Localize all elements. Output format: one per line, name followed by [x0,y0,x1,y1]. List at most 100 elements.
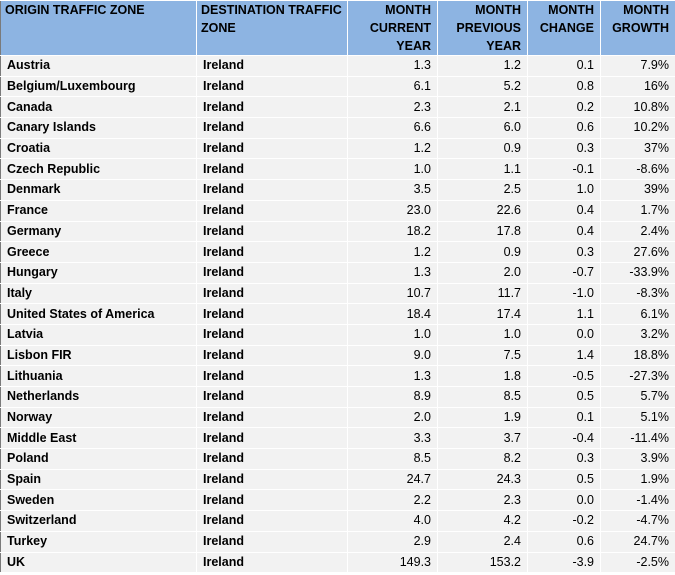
origin-cell: Canada [0,96,197,119]
current-year-cell: 3.5 [347,179,438,201]
header-row: ORIGIN TRAFFIC ZONE DESTINATION TRAFFIC … [0,0,675,56]
origin-cell: Lithuania [0,365,197,387]
header-month-current-year: MONTH CURRENT YEAR [347,0,438,56]
growth-cell: -8.6% [600,158,675,181]
table-row: Poland Ireland 8.5 8.2 0.3 3.9% [0,448,675,470]
origin-cell: Turkey [0,530,197,553]
destination-cell: Ireland [196,489,348,512]
growth-cell: 3.2% [600,323,675,346]
change-cell: 0.6 [527,530,601,553]
current-year-cell: 10.7 [347,282,438,305]
table-row: Italy Ireland 10.7 11.7 -1.0 -8.3% [0,282,675,305]
destination-cell: Ireland [196,365,348,387]
previous-year-cell: 1.0 [437,323,528,346]
table-row: Hungary Ireland 1.3 2.0 -0.7 -33.9% [0,261,675,284]
growth-cell: -8.3% [600,282,675,305]
current-year-cell: 149.3 [347,551,438,574]
change-cell: 1.0 [527,179,601,201]
origin-cell: Lisbon FIR [0,344,197,367]
previous-year-cell: 2.3 [437,489,528,512]
change-cell: 0.4 [527,220,601,243]
growth-cell: 10.2% [600,117,675,139]
growth-cell: -11.4% [600,427,675,450]
origin-cell: Germany [0,220,197,243]
destination-cell: Ireland [196,468,348,491]
previous-year-cell: 6.0 [437,117,528,139]
origin-cell: Netherlands [0,386,197,408]
origin-cell: Latvia [0,323,197,346]
destination-cell: Ireland [196,241,348,263]
origin-cell: Spain [0,468,197,491]
header-destination-traffic-zone: DESTINATION TRAFFIC ZONE [196,0,348,56]
growth-cell: 39% [600,179,675,201]
previous-year-cell: 8.5 [437,386,528,408]
current-year-cell: 1.2 [347,241,438,263]
destination-cell: Ireland [196,406,348,429]
origin-cell: Belgium/Luxembourg [0,75,197,98]
current-year-cell: 1.2 [347,137,438,160]
current-year-cell: 1.3 [347,365,438,387]
origin-cell: Switzerland [0,510,197,532]
current-year-cell: 3.3 [347,427,438,450]
change-cell: 0.0 [527,489,601,512]
previous-year-cell: 2.0 [437,261,528,284]
header-month-previous-year: MONTH PREVIOUS YEAR [437,0,528,56]
destination-cell: Ireland [196,510,348,532]
change-cell: 0.0 [527,323,601,346]
table-row: Norway Ireland 2.0 1.9 0.1 5.1% [0,406,675,429]
destination-cell: Ireland [196,179,348,201]
growth-cell: 10.8% [600,96,675,119]
change-cell: 1.1 [527,303,601,325]
destination-cell: Ireland [196,158,348,181]
change-cell: 0.3 [527,448,601,470]
destination-cell: Ireland [196,344,348,367]
current-year-cell: 2.9 [347,530,438,553]
table-row: Croatia Ireland 1.2 0.9 0.3 37% [0,137,675,160]
table-row: United States of America Ireland 18.4 17.4 1… [0,303,675,325]
change-cell: -0.5 [527,365,601,387]
change-cell: 0.3 [527,137,601,160]
origin-cell: UK [0,551,197,574]
current-year-cell: 2.3 [347,96,438,119]
table-row: UK Ireland 149.3 153.2 -3.9 -2.5% [0,551,675,574]
table-header: ORIGIN TRAFFIC ZONE DESTINATION TRAFFIC … [0,0,675,56]
table-row: Austria Ireland 1.3 1.2 0.1 7.9% [0,55,675,77]
origin-cell: Greece [0,241,197,263]
table-row: Middle East Ireland 3.3 3.7 -0.4 -11.4% [0,427,675,450]
previous-year-cell: 24.3 [437,468,528,491]
current-year-cell: 6.1 [347,75,438,98]
header-month-change: MONTH CHANGE [527,0,601,56]
origin-cell: United States of America [0,303,197,325]
table-row: Sweden Ireland 2.2 2.3 0.0 -1.4% [0,489,675,512]
growth-cell: 37% [600,137,675,160]
table-row: Netherlands Ireland 8.9 8.5 0.5 5.7% [0,386,675,408]
origin-cell: Hungary [0,261,197,284]
previous-year-cell: 17.8 [437,220,528,243]
change-cell: 0.2 [527,96,601,119]
change-cell: 1.4 [527,344,601,367]
origin-cell: Czech Republic [0,158,197,181]
current-year-cell: 18.2 [347,220,438,243]
growth-cell: -33.9% [600,261,675,284]
previous-year-cell: 1.1 [437,158,528,181]
growth-cell: 24.7% [600,530,675,553]
growth-cell: 16% [600,75,675,98]
origin-cell: Sweden [0,489,197,512]
growth-cell: 27.6% [600,241,675,263]
previous-year-cell: 2.4 [437,530,528,553]
current-year-cell: 1.3 [347,261,438,284]
change-cell: -0.1 [527,158,601,181]
change-cell: 0.5 [527,468,601,491]
header-month-growth: MONTH GROWTH [600,0,675,56]
change-cell: 0.5 [527,386,601,408]
previous-year-cell: 11.7 [437,282,528,305]
destination-cell: Ireland [196,96,348,119]
current-year-cell: 1.3 [347,55,438,77]
destination-cell: Ireland [196,199,348,222]
origin-cell: Italy [0,282,197,305]
destination-cell: Ireland [196,551,348,574]
table-row: Lisbon FIR Ireland 9.0 7.5 1.4 18.8% [0,344,675,367]
growth-cell: -27.3% [600,365,675,387]
origin-cell: Poland [0,448,197,470]
table-row: Czech Republic Ireland 1.0 1.1 -0.1 -8.6% [0,158,675,181]
